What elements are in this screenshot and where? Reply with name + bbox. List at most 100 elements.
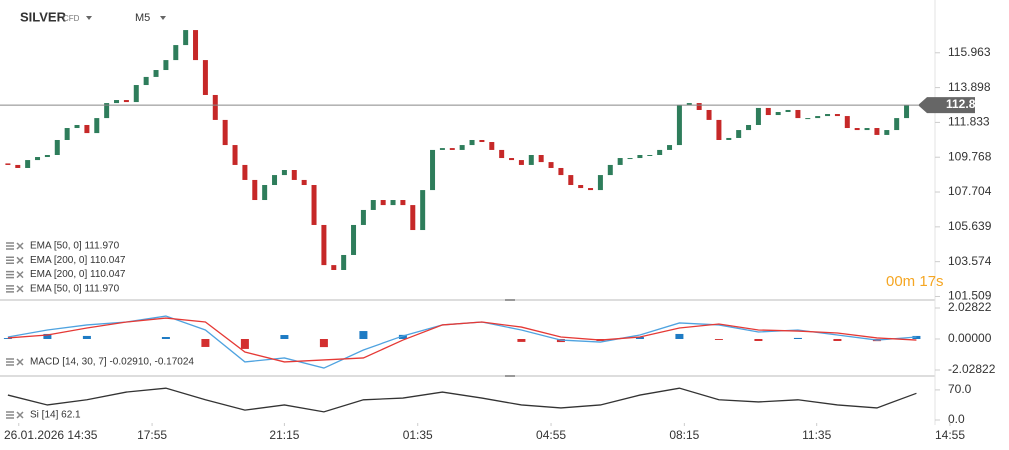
candle	[242, 164, 248, 180]
x-tick-label: 14:55	[935, 428, 965, 442]
histogram-bar	[517, 339, 526, 342]
histogram-bar	[359, 331, 368, 339]
y-tick-label: 103.574	[948, 254, 992, 268]
candle	[696, 103, 702, 110]
candle	[114, 100, 120, 104]
histogram-bar	[280, 335, 289, 339]
candle	[183, 30, 189, 46]
resize-handle[interactable]	[505, 299, 515, 301]
candle	[459, 145, 465, 150]
y-tick-label: 70.0	[948, 382, 972, 396]
candle	[489, 142, 495, 150]
candle	[262, 185, 268, 201]
remove-icon[interactable]	[16, 256, 24, 264]
current-price-tag	[918, 97, 975, 114]
candle	[35, 157, 41, 161]
candle	[173, 45, 179, 61]
settings-icon[interactable]	[6, 270, 14, 279]
current-price-label: 112.861	[946, 97, 989, 111]
candle	[746, 124, 752, 131]
settings-icon[interactable]	[6, 411, 14, 419]
y-tick-label: 105.639	[948, 219, 992, 233]
candle	[370, 200, 376, 210]
histogram-bar	[635, 337, 644, 339]
candle	[647, 155, 653, 156]
settings-icon[interactable]	[6, 358, 14, 366]
candle	[755, 107, 761, 125]
candle	[825, 114, 831, 117]
candle	[528, 155, 534, 165]
candle	[706, 109, 712, 120]
candle	[676, 104, 682, 146]
candle	[54, 139, 60, 155]
candle	[499, 149, 505, 159]
y-tick-label: -2.02822	[948, 362, 996, 376]
candle	[607, 164, 613, 176]
remove-icon[interactable]	[16, 411, 24, 419]
candle	[123, 100, 129, 103]
indicator-legend[interactable]: Si [14] 62.1	[30, 410, 81, 421]
histogram-bar	[240, 339, 249, 349]
candle	[281, 170, 287, 176]
candle	[202, 60, 208, 95]
candle	[844, 116, 850, 129]
y-tick-label: 109.768	[948, 149, 992, 163]
histogram-bar	[833, 339, 842, 341]
candle	[805, 118, 811, 120]
candle	[726, 137, 732, 140]
candle	[597, 175, 603, 191]
candle	[291, 170, 297, 180]
candle	[469, 139, 475, 146]
resize-handle[interactable]	[505, 375, 515, 377]
interval-dropdown[interactable]	[160, 16, 166, 20]
candle	[272, 175, 278, 186]
remove-icon[interactable]	[16, 358, 24, 366]
candle	[558, 167, 564, 176]
candle	[439, 148, 445, 150]
candle	[657, 149, 663, 155]
x-tick-label: 21:15	[269, 428, 299, 442]
candle	[686, 103, 692, 105]
candle	[430, 149, 436, 191]
indicator-legend[interactable]: EMA [200, 0] 110.047	[30, 255, 126, 266]
indicator-legend[interactable]: EMA [200, 0] 110.047	[30, 269, 126, 280]
candle	[25, 160, 31, 168]
candle	[716, 119, 722, 140]
interval[interactable]: M5	[135, 12, 150, 24]
candle	[420, 190, 426, 231]
x-tick-label: 08:15	[669, 428, 699, 442]
candle-timer: 00m 17s	[886, 273, 944, 290]
y-tick-label: 107.704	[948, 184, 992, 198]
candle	[311, 185, 317, 225]
candle	[153, 70, 159, 77]
symbol[interactable]: SILVER	[20, 9, 67, 24]
candle	[74, 124, 80, 129]
remove-icon[interactable]	[16, 242, 24, 250]
candle	[864, 128, 870, 131]
instrument-kind: CFD	[63, 14, 80, 23]
candle	[637, 155, 643, 159]
candle	[904, 105, 910, 119]
candle	[795, 109, 801, 119]
settings-icon[interactable]	[6, 256, 14, 265]
remove-icon[interactable]	[16, 285, 24, 293]
candle	[163, 60, 169, 71]
candle	[94, 118, 100, 134]
settings-icon[interactable]	[6, 242, 14, 250]
y-tick-label: 101.509	[948, 289, 992, 303]
indicator-legend[interactable]: MACD [14, 30, 7] -0.02910, -0.17024	[30, 357, 194, 368]
candle	[133, 85, 139, 103]
x-tick-label: 17:55	[137, 428, 167, 442]
remove-icon[interactable]	[16, 271, 24, 279]
x-tick-label: 26.01.2026 14:35	[4, 428, 98, 442]
indicator-legend[interactable]: EMA [50, 0] 111.970	[30, 284, 120, 295]
candle	[568, 175, 574, 186]
indicator-legend[interactable]: EMA [50, 0] 111.970	[30, 241, 120, 252]
symbol-dropdown[interactable]	[86, 16, 92, 20]
x-tick-label: 11:35	[802, 428, 831, 442]
candle	[538, 155, 544, 163]
candle	[834, 114, 840, 117]
settings-icon[interactable]	[6, 285, 14, 293]
x-tick-label: 04:55	[536, 428, 566, 442]
